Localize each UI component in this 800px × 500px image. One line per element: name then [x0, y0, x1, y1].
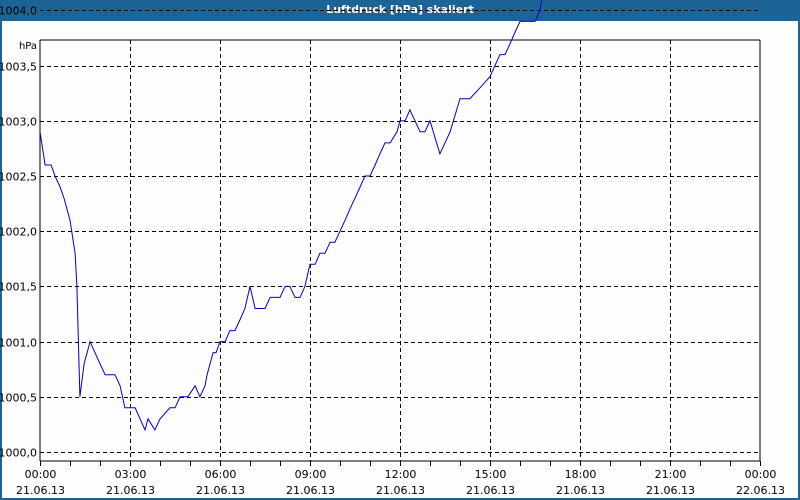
- x-tick-date: 21.06.13: [196, 484, 245, 497]
- x-tick-date: 21.06.13: [106, 484, 155, 497]
- x-tick-date: 21.06.13: [556, 484, 605, 497]
- x-tick-date: 21.06.13: [286, 484, 335, 497]
- x-tick-date: 21.06.13: [376, 484, 425, 497]
- y-axis-unit: hPa: [19, 41, 37, 52]
- x-tick-time: 15:00: [475, 468, 507, 481]
- y-tick-label: 1002,5: [0, 171, 37, 184]
- gridlines: [40, 10, 760, 461]
- x-tick-time: 00:00: [745, 468, 777, 481]
- pressure-series-line: [39, 0, 543, 432]
- y-axis-labels: 1000,0 1000,5 1001,0 1001,5 1002,0 1002,5 1003…: [0, 5, 37, 460]
- y-tick-label: 1003,5: [0, 61, 37, 74]
- x-tick-time: 18:00: [565, 468, 597, 481]
- x-tick-time: 06:00: [205, 468, 237, 481]
- x-tick-time: 12:00: [385, 468, 417, 481]
- axes: [39, 39, 761, 466]
- x-tick-time: 21:00: [655, 468, 687, 481]
- y-tick-label: 1001,0: [0, 337, 37, 350]
- x-tick-date: 22.06.13: [736, 484, 785, 497]
- y-tick-label: 1000,0: [0, 447, 37, 460]
- y-tick-label: 1004,0: [0, 5, 37, 18]
- y-tick-label: 1001,5: [0, 281, 37, 294]
- y-tick-label: 1002,0: [0, 226, 37, 239]
- x-tick-time: 09:00: [295, 468, 327, 481]
- y-tick-label: 1000,5: [0, 392, 37, 405]
- x-tick-date: 21.06.13: [646, 484, 695, 497]
- x-axis-labels: 00:00 21.06.13 03:00 21.06.13 06:00 21.06.13 0…: [16, 468, 785, 497]
- y-tick-label: 1003,0: [0, 116, 37, 129]
- x-tick-date: 21.06.13: [16, 484, 65, 497]
- x-tick-time: 00:00: [25, 468, 57, 481]
- x-tick-time: 03:00: [115, 468, 147, 481]
- x-tick-date: 21.06.13: [466, 484, 515, 497]
